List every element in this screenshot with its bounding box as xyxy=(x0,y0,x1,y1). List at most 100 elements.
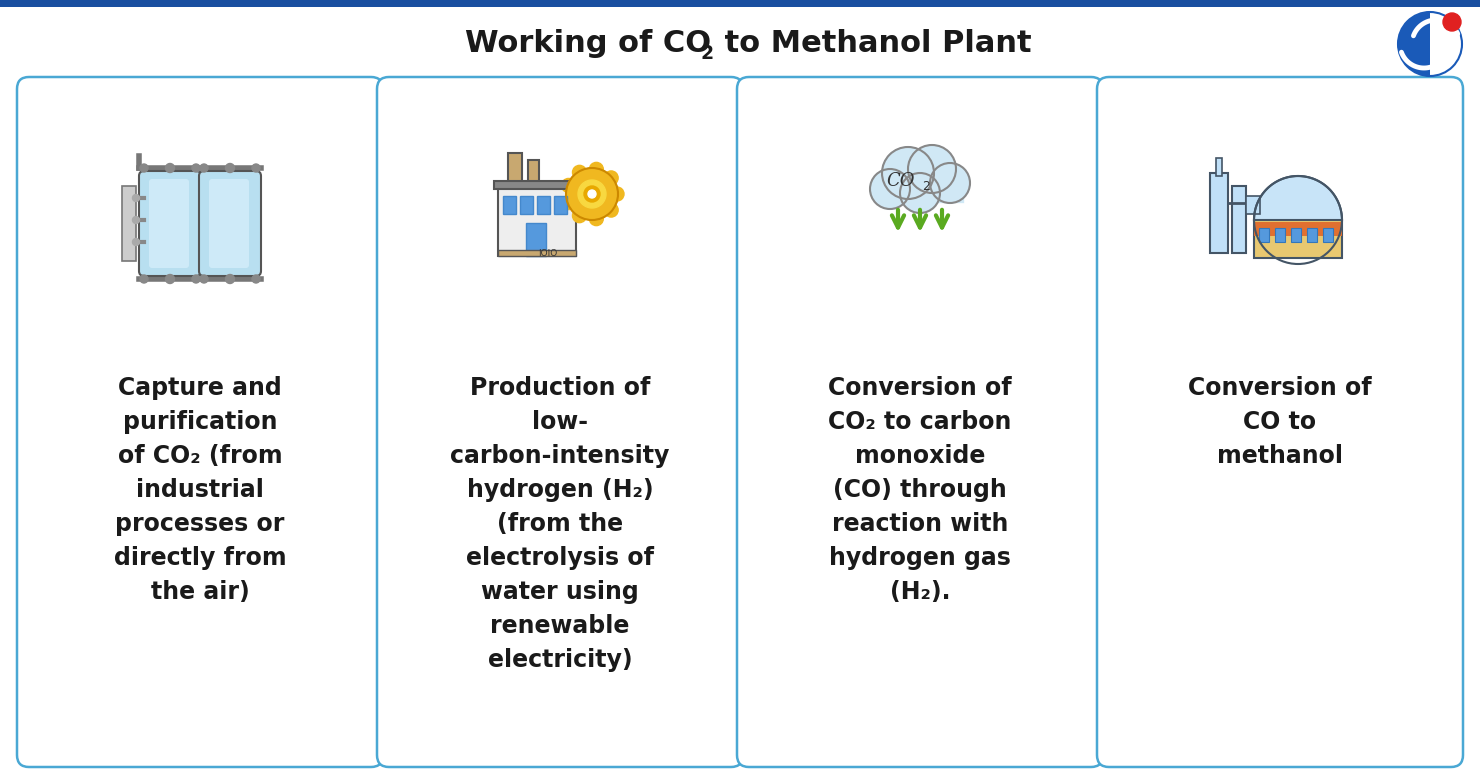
Circle shape xyxy=(573,166,586,180)
FancyBboxPatch shape xyxy=(1217,158,1222,176)
Text: CO to: CO to xyxy=(1243,410,1317,434)
Text: carbon-intensity: carbon-intensity xyxy=(450,444,669,468)
FancyBboxPatch shape xyxy=(16,77,383,767)
Circle shape xyxy=(579,180,605,208)
Wedge shape xyxy=(1399,12,1430,76)
Circle shape xyxy=(1443,13,1461,31)
Circle shape xyxy=(561,178,576,192)
Text: low-: low- xyxy=(531,410,588,434)
Circle shape xyxy=(252,275,260,283)
FancyBboxPatch shape xyxy=(528,160,539,185)
Text: (from the: (from the xyxy=(497,512,623,536)
Text: the air): the air) xyxy=(151,580,249,604)
Circle shape xyxy=(192,164,200,172)
Text: processes or: processes or xyxy=(115,512,284,536)
Text: renewable: renewable xyxy=(490,614,629,638)
Text: Production of: Production of xyxy=(469,376,650,400)
Circle shape xyxy=(929,163,969,203)
FancyBboxPatch shape xyxy=(1211,173,1228,253)
Circle shape xyxy=(585,186,599,202)
FancyBboxPatch shape xyxy=(377,77,743,767)
FancyBboxPatch shape xyxy=(537,196,551,214)
Circle shape xyxy=(200,275,209,283)
Text: electrolysis of: electrolysis of xyxy=(466,546,654,570)
Text: 2: 2 xyxy=(922,180,929,192)
FancyBboxPatch shape xyxy=(1254,222,1342,236)
Circle shape xyxy=(200,164,209,172)
FancyBboxPatch shape xyxy=(876,173,963,198)
FancyBboxPatch shape xyxy=(198,171,260,276)
Text: methanol: methanol xyxy=(1217,444,1342,468)
FancyBboxPatch shape xyxy=(554,196,567,214)
Circle shape xyxy=(133,194,139,201)
FancyBboxPatch shape xyxy=(497,186,576,256)
FancyBboxPatch shape xyxy=(149,179,189,268)
Text: purification: purification xyxy=(123,410,277,434)
Circle shape xyxy=(133,238,139,245)
FancyBboxPatch shape xyxy=(519,196,533,214)
FancyBboxPatch shape xyxy=(121,186,136,261)
Circle shape xyxy=(900,173,940,213)
Circle shape xyxy=(166,163,175,173)
Text: (CO) through: (CO) through xyxy=(833,478,1006,502)
Text: Working of CO: Working of CO xyxy=(465,29,710,58)
Circle shape xyxy=(252,164,260,172)
FancyBboxPatch shape xyxy=(508,153,522,185)
Circle shape xyxy=(909,145,956,193)
Text: of CO₂ (from: of CO₂ (from xyxy=(118,444,283,468)
FancyBboxPatch shape xyxy=(525,223,546,256)
FancyBboxPatch shape xyxy=(1291,228,1301,242)
Circle shape xyxy=(225,274,234,284)
Circle shape xyxy=(589,212,604,226)
FancyBboxPatch shape xyxy=(494,181,580,189)
Circle shape xyxy=(141,164,148,172)
FancyBboxPatch shape xyxy=(503,196,517,214)
FancyBboxPatch shape xyxy=(737,77,1103,767)
Circle shape xyxy=(133,216,139,223)
Text: directly from: directly from xyxy=(114,546,286,570)
Circle shape xyxy=(192,275,200,283)
Text: IOIO: IOIO xyxy=(539,248,558,258)
Circle shape xyxy=(870,169,910,209)
FancyBboxPatch shape xyxy=(1231,186,1246,253)
FancyBboxPatch shape xyxy=(1307,228,1317,242)
Text: hydrogen gas: hydrogen gas xyxy=(829,546,1011,570)
Circle shape xyxy=(882,147,934,199)
Text: reaction with: reaction with xyxy=(832,512,1008,536)
FancyBboxPatch shape xyxy=(1246,196,1259,214)
Circle shape xyxy=(573,209,586,223)
Text: CO₂ to carbon: CO₂ to carbon xyxy=(829,410,1012,434)
Circle shape xyxy=(166,274,175,284)
FancyBboxPatch shape xyxy=(1274,228,1285,242)
Text: 2: 2 xyxy=(702,44,715,63)
Text: (H₂).: (H₂). xyxy=(889,580,950,604)
Text: Conversion of: Conversion of xyxy=(829,376,1012,400)
FancyBboxPatch shape xyxy=(0,0,1480,7)
Text: Conversion of: Conversion of xyxy=(1188,376,1372,400)
Circle shape xyxy=(141,275,148,283)
Circle shape xyxy=(589,162,604,177)
Text: electricity): electricity) xyxy=(488,648,632,672)
Text: Capture and: Capture and xyxy=(118,376,281,400)
FancyBboxPatch shape xyxy=(878,175,962,197)
Circle shape xyxy=(588,190,596,198)
Text: water using: water using xyxy=(481,580,639,604)
Circle shape xyxy=(225,163,234,173)
FancyBboxPatch shape xyxy=(497,250,576,256)
Text: CO: CO xyxy=(887,172,915,190)
FancyBboxPatch shape xyxy=(1259,228,1268,242)
Circle shape xyxy=(565,168,619,220)
FancyBboxPatch shape xyxy=(1254,220,1342,258)
Text: hydrogen (H₂): hydrogen (H₂) xyxy=(466,478,653,502)
Text: to Methanol Plant: to Methanol Plant xyxy=(713,29,1032,58)
Text: industrial: industrial xyxy=(136,478,263,502)
Text: monoxide: monoxide xyxy=(855,444,986,468)
Circle shape xyxy=(604,171,619,185)
Circle shape xyxy=(561,195,576,209)
Circle shape xyxy=(610,187,625,201)
FancyBboxPatch shape xyxy=(1097,77,1464,767)
FancyBboxPatch shape xyxy=(139,171,201,276)
FancyBboxPatch shape xyxy=(209,179,249,268)
FancyBboxPatch shape xyxy=(1323,228,1333,242)
Circle shape xyxy=(604,203,619,217)
